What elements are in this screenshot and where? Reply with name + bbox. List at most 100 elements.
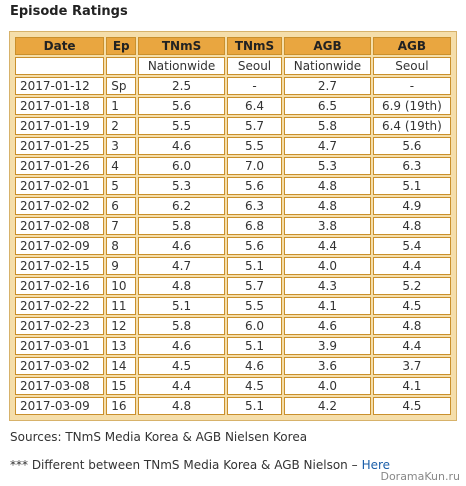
cell: 2 (106, 117, 137, 135)
cell: 4.8 (138, 277, 225, 295)
cell: 9 (106, 257, 137, 275)
cell: 2017-02-01 (15, 177, 105, 195)
cell: 2017-02-16 (15, 277, 105, 295)
data-row: 2017-01-26 4 6.0 7.0 5.3 6.3 (15, 157, 451, 175)
cell: 3.7 (372, 357, 451, 375)
data-row: 2017-02-22 11 5.1 5.5 4.1 4.5 (15, 297, 451, 315)
cell: 6.8 (226, 217, 283, 235)
note-link[interactable]: Here (361, 458, 391, 472)
subheader-cell: Seoul (226, 57, 283, 75)
cell: 10 (106, 277, 137, 295)
cell: 2017-01-18 (15, 97, 105, 115)
cell: 2017-01-12 (15, 77, 105, 95)
cell: 5.1 (226, 337, 283, 355)
cell: 5.8 (138, 317, 225, 335)
cell: 5.1 (226, 257, 283, 275)
cell: - (372, 77, 451, 95)
note: *** Different between TNmS Media Korea &… (10, 458, 390, 472)
cell: 6.9 (19th) (372, 97, 451, 115)
cell: 3 (106, 137, 137, 155)
cell: 5.6 (138, 97, 225, 115)
cell: - (226, 77, 283, 95)
cell: 5.2 (372, 277, 451, 295)
cell: 3.8 (284, 217, 371, 235)
cell: 6.4 (226, 97, 283, 115)
data-row: 2017-02-16 10 4.8 5.7 4.3 5.2 (15, 277, 451, 295)
subheader-cell: Nationwide (284, 57, 371, 75)
data-row: 2017-02-01 5 5.3 5.6 4.8 5.1 (15, 177, 451, 195)
cell: 2017-02-15 (15, 257, 105, 275)
data-row: 2017-01-19 2 5.5 5.7 5.8 6.4 (19th) (15, 117, 451, 135)
cell: 4.8 (372, 317, 451, 335)
cell: 5.1 (226, 397, 283, 415)
blank-cell (15, 57, 105, 75)
cell: 2017-01-19 (15, 117, 105, 135)
cell: 4.4 (284, 237, 371, 255)
cell: 2017-02-08 (15, 217, 105, 235)
cell: 6.3 (372, 157, 451, 175)
cell: 5.6 (226, 177, 283, 195)
table-body: Date Ep TNmS TNmS AGB AGB Nationwide Seoul Natio… (15, 37, 451, 415)
cell: 8 (106, 237, 137, 255)
header-row: Date Ep TNmS TNmS AGB AGB (15, 37, 451, 55)
data-row: 2017-02-23 12 5.8 6.0 4.6 4.8 (15, 317, 451, 335)
header-cell: AGB (284, 37, 371, 55)
cell: 4.8 (284, 177, 371, 195)
cell: 7.0 (226, 157, 283, 175)
cell: 6.0 (226, 317, 283, 335)
header-cell: Date (15, 37, 105, 55)
title: Episode Ratings (10, 4, 128, 19)
blank-cell (106, 57, 137, 75)
cell: 6 (106, 197, 137, 215)
cell: 4.3 (284, 277, 371, 295)
cell: Sp (106, 77, 137, 95)
cell: 6.4 (19th) (372, 117, 451, 135)
cell: 2017-03-09 (15, 397, 105, 415)
data-row: 2017-01-25 3 4.6 5.5 4.7 5.6 (15, 137, 451, 155)
cell: 5.3 (138, 177, 225, 195)
cell: 4.9 (372, 197, 451, 215)
cell: 4.4 (372, 257, 451, 275)
subheader-row: Nationwide Seoul Nationwide Seoul (15, 57, 451, 75)
cell: 5.8 (284, 117, 371, 135)
cell: 2017-03-08 (15, 377, 105, 395)
cell: 5.6 (226, 237, 283, 255)
cell: 5.1 (138, 297, 225, 315)
cell: 5.7 (226, 277, 283, 295)
cell: 2017-02-02 (15, 197, 105, 215)
cell: 7 (106, 217, 137, 235)
cell: 4.7 (138, 257, 225, 275)
data-row: 2017-03-01 13 4.6 5.1 3.9 4.4 (15, 337, 451, 355)
cell: 4.6 (138, 237, 225, 255)
cell: 5.1 (372, 177, 451, 195)
cell: 5.3 (284, 157, 371, 175)
cell: 4.6 (284, 317, 371, 335)
data-row: 2017-03-02 14 4.5 4.6 3.6 3.7 (15, 357, 451, 375)
watermark: DoramaKun.ru (380, 470, 460, 483)
sources: Sources: TNmS Media Korea & AGB Nielsen … (10, 430, 308, 444)
cell: 2017-03-01 (15, 337, 105, 355)
cell: 2017-02-23 (15, 317, 105, 335)
cell: 1 (106, 97, 137, 115)
cell: 4.5 (372, 297, 451, 315)
data-row: 2017-02-02 6 6.2 6.3 4.8 4.9 (15, 197, 451, 215)
cell: 2.5 (138, 77, 225, 95)
cell: 4.7 (284, 137, 371, 155)
cell: 3.9 (284, 337, 371, 355)
cell: 4.4 (372, 337, 451, 355)
data-row: 2017-01-18 1 5.6 6.4 6.5 6.9 (19th) (15, 97, 451, 115)
header-cell: TNmS (138, 37, 225, 55)
cell: 3.6 (284, 357, 371, 375)
cell: 4.1 (284, 297, 371, 315)
data-row: 2017-02-09 8 4.6 5.6 4.4 5.4 (15, 237, 451, 255)
cell: 6.5 (284, 97, 371, 115)
data-row: 2017-03-08 15 4.4 4.5 4.0 4.1 (15, 377, 451, 395)
cell: 4.5 (372, 397, 451, 415)
cell: 2.7 (284, 77, 371, 95)
data-row: 2017-01-12 Sp 2.5-2.7- (15, 77, 451, 95)
cell: 6.0 (138, 157, 225, 175)
cell: 4.8 (284, 197, 371, 215)
cell: 13 (106, 337, 137, 355)
cell: 4.4 (138, 377, 225, 395)
